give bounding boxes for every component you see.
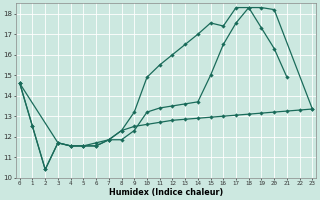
X-axis label: Humidex (Indice chaleur): Humidex (Indice chaleur) bbox=[109, 188, 223, 197]
